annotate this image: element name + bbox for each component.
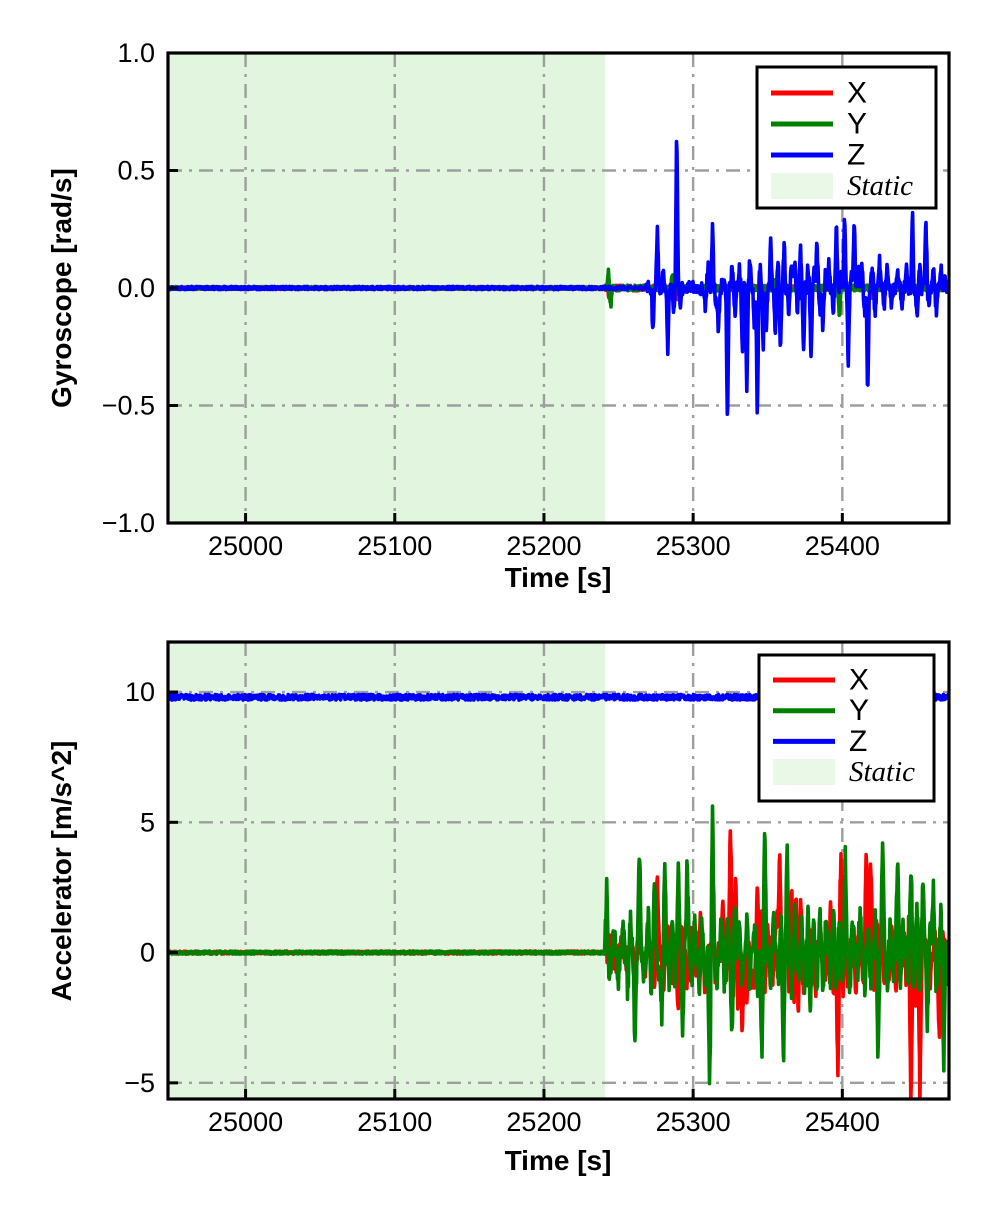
accelerator-x-tick-label: 25200: [506, 1107, 581, 1137]
accelerator-y-tick-label: 10: [125, 677, 155, 707]
accelerator-x-tick-label: 25000: [208, 1107, 283, 1137]
gyroscope-legend-item-y: Y: [771, 108, 867, 141]
gyroscope-chart: 25000 25100 25200 25300 25400 1.0 0.5 0.0 −0.5 −1…: [102, 38, 951, 561]
accelerator-legend-item-static: Static: [773, 756, 915, 788]
accelerator-legend-label: X: [849, 664, 869, 697]
accelerator-x-tick-label: 25100: [357, 1107, 432, 1137]
gyroscope-legend-item-z: Z: [771, 139, 865, 172]
accelerator-legend-label: Static: [849, 756, 915, 788]
gyroscope-y-tick-label: 1.0: [117, 38, 155, 68]
gyroscope-ticks: [168, 51, 844, 525]
gyroscope-y-axis-label: Gyroscope [rad/s]: [46, 168, 77, 408]
accelerator-series-y-line: [168, 804, 949, 1086]
accelerator-x-tick-label: 25400: [805, 1107, 880, 1137]
accelerator-x-tick-label: 25300: [656, 1107, 731, 1137]
gyroscope-legend-label: Y: [847, 108, 867, 141]
accelerator-legend-item-y: Y: [773, 694, 869, 727]
accelerator-legend-item-z: Z: [773, 725, 867, 758]
accelerator-legend-label: Z: [849, 725, 867, 758]
accelerator-spines: [166, 640, 951, 1101]
gyroscope-y-tick-label: −0.5: [102, 391, 155, 421]
gyroscope-x-tick-label: 25200: [506, 531, 581, 561]
gyroscope-series-z-line: [168, 139, 949, 416]
accelerator-y-tick-label: 0: [140, 938, 155, 968]
accelerator-legend-label: Y: [849, 694, 869, 727]
gyroscope-x-tick-label: 25100: [357, 531, 432, 561]
static-patch-swatch-icon: [771, 173, 833, 199]
gyroscope-y-tick-label: −1.0: [102, 508, 155, 538]
accelerator-legend-item-x: X: [773, 664, 869, 697]
accelerator-y-axis-label: Accelerator [m/s^2]: [46, 740, 77, 1002]
static-patch-swatch-icon: [773, 759, 835, 786]
gyroscope-y-tick-label: 0.0: [117, 273, 155, 303]
gyroscope-x-tick-label: 25000: [208, 531, 283, 561]
accelerator-y-tick-label: 5: [140, 807, 155, 837]
gyroscope-x-tick-label: 25300: [656, 531, 731, 561]
gyroscope-x-axis-label: Time [s]: [504, 562, 612, 593]
gyroscope-legend-label: Z: [847, 139, 865, 172]
gyroscope-x-tick-label: 25400: [805, 531, 880, 561]
accelerator-x-axis-label: Time [s]: [504, 1145, 612, 1176]
accelerator-ticks: [168, 690, 844, 1099]
gyroscope-legend-item-x: X: [771, 77, 867, 110]
accelerator-static-region: [168, 642, 606, 1099]
gyroscope-legend-label: Static: [847, 170, 913, 202]
gyroscope-legend-label: X: [847, 77, 867, 110]
gyroscope-legend-item-static: Static: [771, 170, 913, 202]
gyroscope-series: [168, 139, 949, 416]
gyroscope-y-tick-label: 0.5: [117, 156, 155, 186]
accelerator-y-tick-label: −5: [124, 1068, 155, 1098]
